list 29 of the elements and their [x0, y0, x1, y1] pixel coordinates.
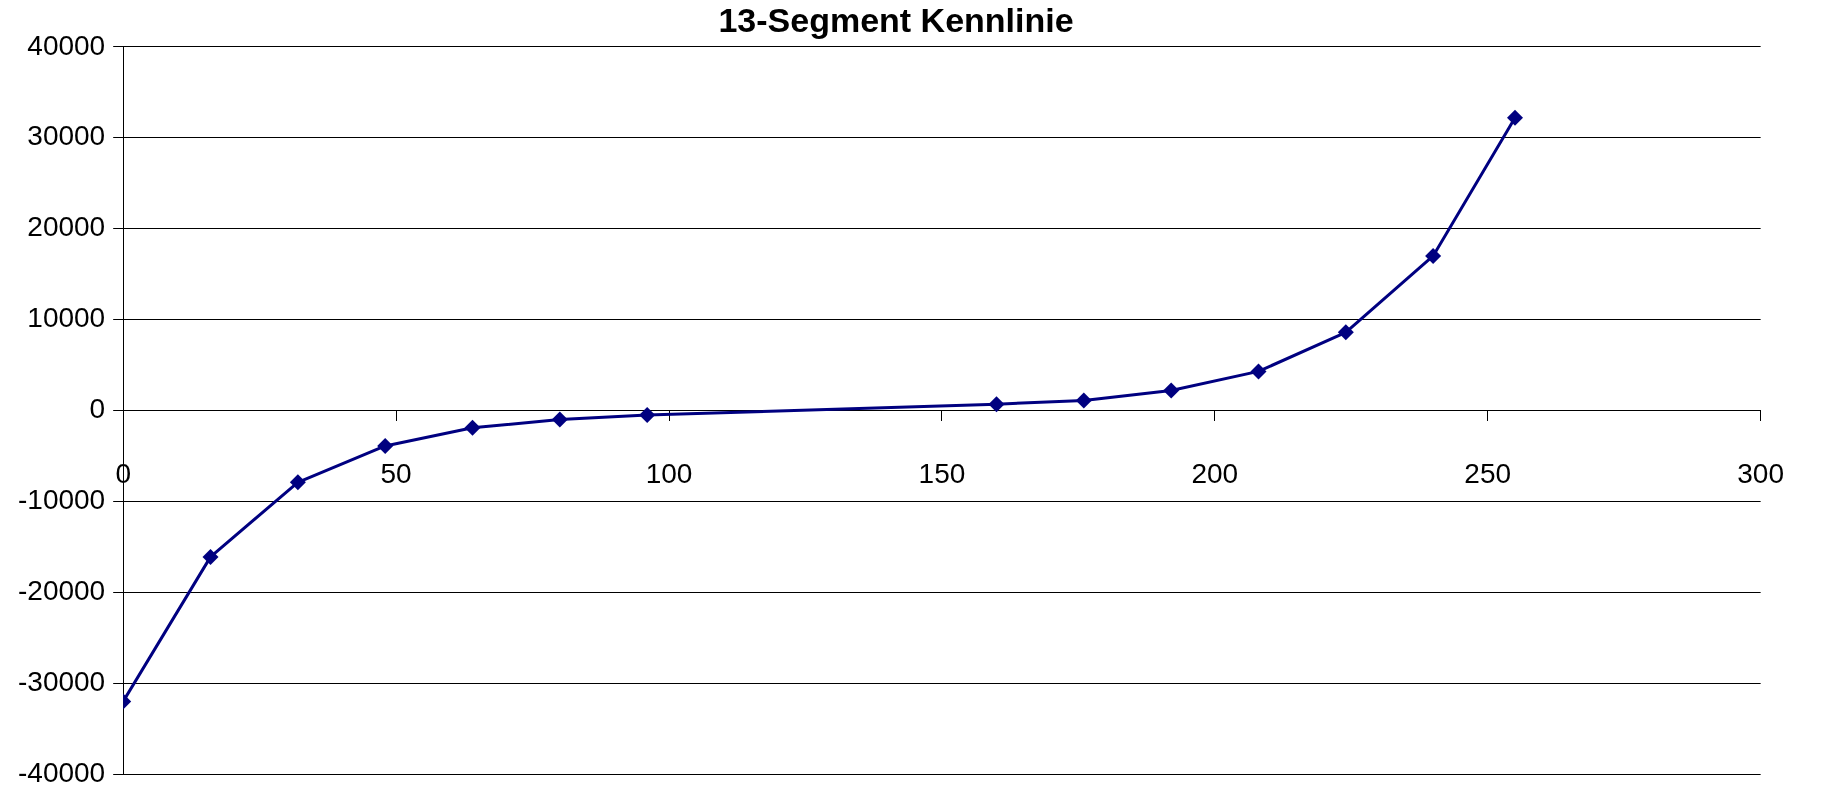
point	[1337, 324, 1354, 341]
x-tick-label: 250	[1464, 458, 1512, 490]
point	[464, 419, 481, 436]
point	[1507, 109, 1524, 126]
point	[988, 396, 1005, 413]
chart-title: 13-Segment Kennlinie	[718, 0, 1074, 39]
y-tick-label: -20000	[18, 575, 106, 607]
point	[377, 437, 394, 454]
point	[1163, 382, 1180, 399]
y-tick-label: 40000	[27, 29, 106, 61]
point	[1075, 392, 1092, 409]
point	[202, 548, 219, 565]
x-tick-label: 200	[1191, 458, 1239, 490]
y-tick-label: 30000	[27, 120, 106, 152]
point	[1250, 363, 1267, 380]
y-tick-label: -40000	[18, 756, 106, 788]
point	[289, 474, 306, 491]
point	[551, 411, 568, 428]
x-tick-label: 300	[1737, 458, 1784, 490]
point	[639, 407, 656, 424]
y-tick-label: 20000	[27, 211, 106, 243]
y-tick-label: 0	[89, 393, 106, 425]
point	[1425, 247, 1442, 264]
y-tick-label: -30000	[18, 665, 106, 697]
x-tick-label: 50	[380, 458, 412, 490]
y-tick-label: -10000	[18, 484, 106, 516]
x-tick-label: 150	[918, 458, 966, 490]
x-tick-label: 100	[645, 458, 693, 490]
y-tick-label: 10000	[27, 302, 106, 334]
